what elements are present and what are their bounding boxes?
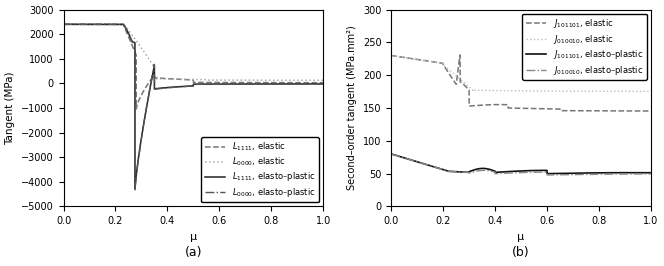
Text: (b): (b) — [512, 246, 530, 259]
X-axis label: μ: μ — [190, 232, 197, 242]
X-axis label: μ: μ — [517, 232, 525, 242]
Legend: $J_{101101}$, elastic, $J_{010010}$, elastic, $J_{101101}$, elasto–plastic, $J_{: $J_{101101}$, elastic, $J_{010010}$, ela… — [523, 14, 647, 80]
Y-axis label: Second–order tangent (MPa.mm²): Second–order tangent (MPa.mm²) — [347, 26, 357, 190]
Y-axis label: Tangent (MPa): Tangent (MPa) — [5, 71, 15, 145]
Text: (a): (a) — [185, 246, 202, 259]
Legend: $L_{1111}$, elastic, $L_{0000}$, elastic, $L_{1111}$, elasto–plastic, $L_{0000}$: $L_{1111}$, elastic, $L_{0000}$, elastic… — [201, 137, 319, 202]
